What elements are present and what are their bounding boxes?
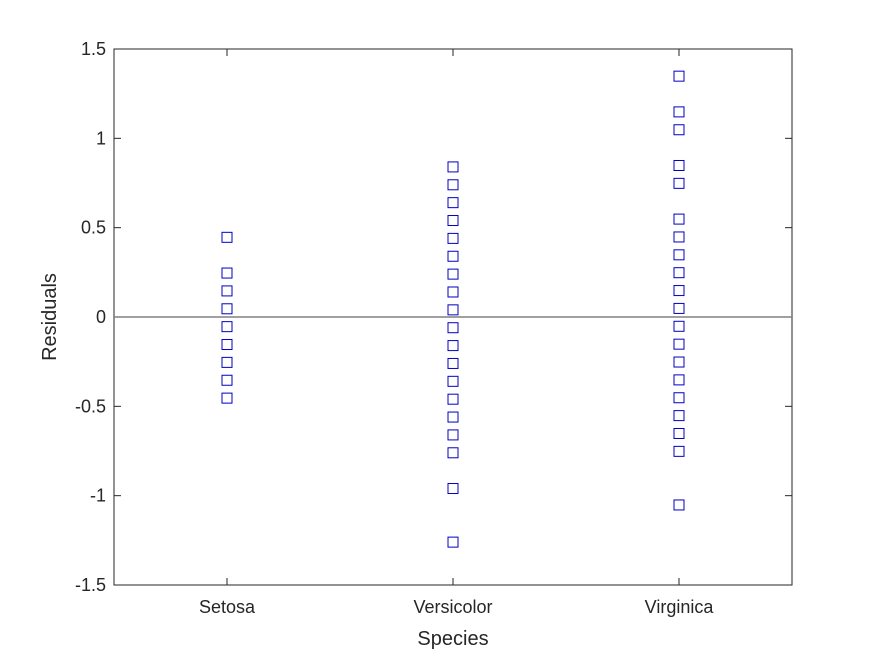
- data-point: [673, 320, 685, 332]
- y-tick-label: 0: [96, 307, 106, 327]
- data-point: [447, 268, 459, 280]
- data-point: [673, 267, 685, 279]
- data-point: [447, 197, 459, 209]
- data-point: [673, 374, 685, 386]
- data-point: [447, 161, 459, 173]
- x-tick-label: Versicolor: [413, 597, 492, 617]
- data-point: [673, 285, 685, 297]
- data-point: [447, 393, 459, 405]
- data-point: [673, 213, 685, 225]
- data-point: [673, 106, 685, 118]
- data-point: [673, 177, 685, 189]
- data-point: [447, 429, 459, 441]
- x-axis-title: Species: [417, 628, 488, 650]
- y-tick-label: -0.5: [75, 396, 106, 416]
- data-point: [673, 70, 685, 82]
- x-tick-label: Setosa: [199, 597, 256, 617]
- data-point: [447, 340, 459, 352]
- data-point: [673, 124, 685, 136]
- data-point: [221, 339, 233, 351]
- data-point: [221, 356, 233, 368]
- data-point: [221, 392, 233, 404]
- data-point: [221, 321, 233, 333]
- data-point: [447, 447, 459, 459]
- data-point: [447, 322, 459, 334]
- data-point: [447, 179, 459, 191]
- y-axis-title: Residuals: [39, 273, 61, 361]
- plot-area: -1.5 -1 -0.5 0 0.5 1 1.5 Setosa Versicolor Virgin…: [75, 39, 793, 617]
- y-tick-label: 1: [96, 128, 106, 148]
- data-point: [447, 232, 459, 244]
- data-point: [221, 303, 233, 315]
- data-point: [447, 286, 459, 298]
- data-point: [673, 159, 685, 171]
- data-point: [673, 249, 685, 261]
- data-point: [221, 231, 233, 243]
- data-point: [673, 445, 685, 457]
- data-point: [447, 536, 459, 548]
- y-tick-label: 1.5: [81, 39, 106, 59]
- data-point: [673, 231, 685, 243]
- data-point: [221, 267, 233, 279]
- data-point: [673, 338, 685, 350]
- x-tick-label: Virginica: [645, 597, 715, 617]
- data-point: [447, 483, 459, 495]
- data-point: [673, 499, 685, 511]
- data-point: [673, 410, 685, 422]
- data-point: [673, 427, 685, 439]
- data-point: [447, 357, 459, 369]
- data-point: [221, 285, 233, 297]
- data-point: [673, 302, 685, 314]
- data-point: [221, 374, 233, 386]
- y-tick-label: -1: [90, 486, 106, 506]
- data-point: [673, 356, 685, 368]
- data-point: [447, 215, 459, 227]
- data-point: [447, 411, 459, 423]
- data-point: [673, 392, 685, 404]
- data-point: [447, 250, 459, 262]
- y-tick-label: -1.5: [75, 575, 106, 595]
- y-tick-label: 0.5: [81, 218, 106, 238]
- data-point: [447, 375, 459, 387]
- data-point: [447, 304, 459, 316]
